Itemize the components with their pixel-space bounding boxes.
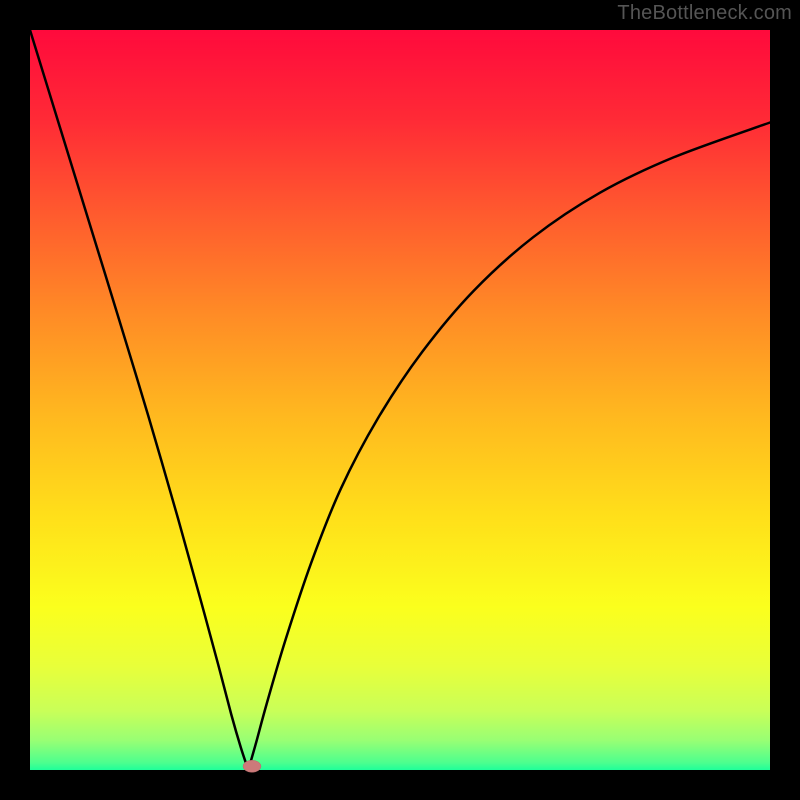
minimum-marker (243, 760, 261, 772)
chart-plot-background (30, 30, 770, 770)
chart-container: TheBottleneck.com (0, 0, 800, 800)
watermark-text: TheBottleneck.com (617, 2, 792, 25)
bottleneck-chart (0, 0, 800, 800)
